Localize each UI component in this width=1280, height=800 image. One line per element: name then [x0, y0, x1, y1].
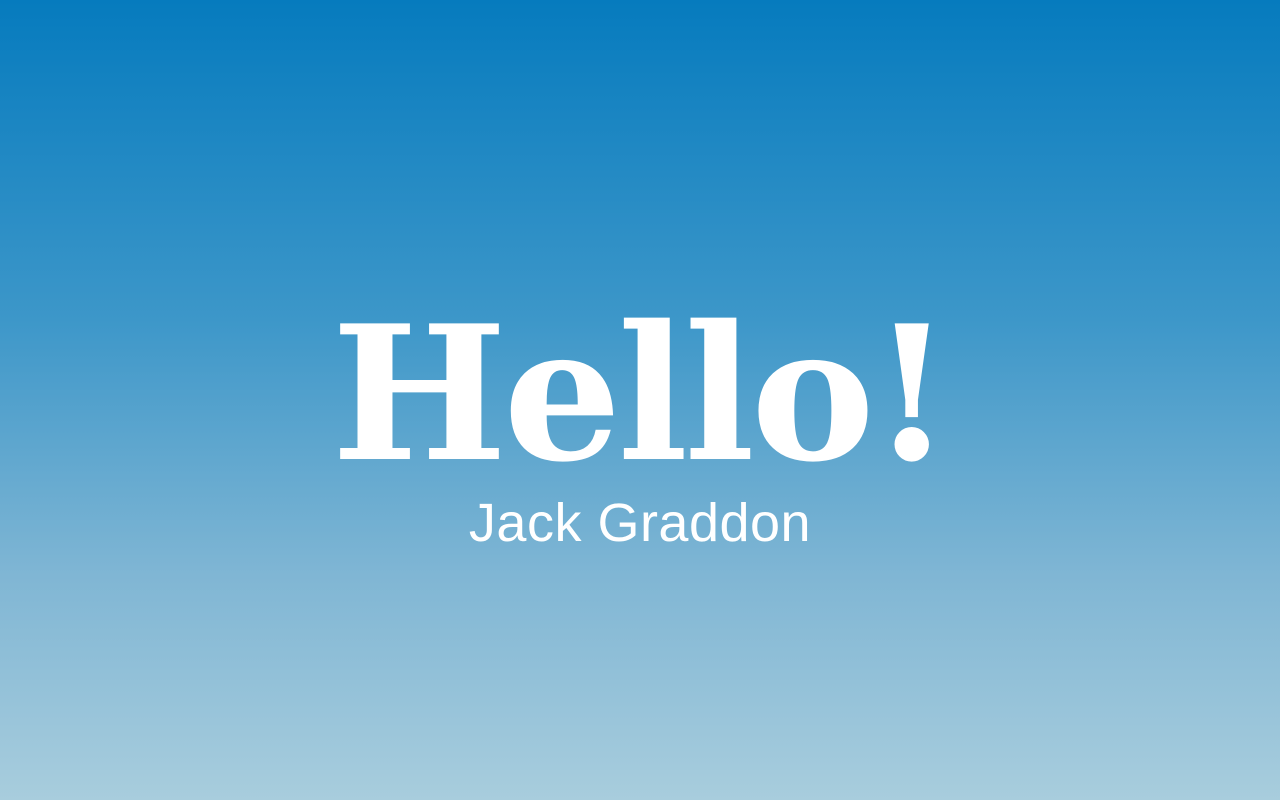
hello-title: Hello!: [331, 284, 952, 503]
user-name: Jack Graddon: [468, 493, 812, 553]
